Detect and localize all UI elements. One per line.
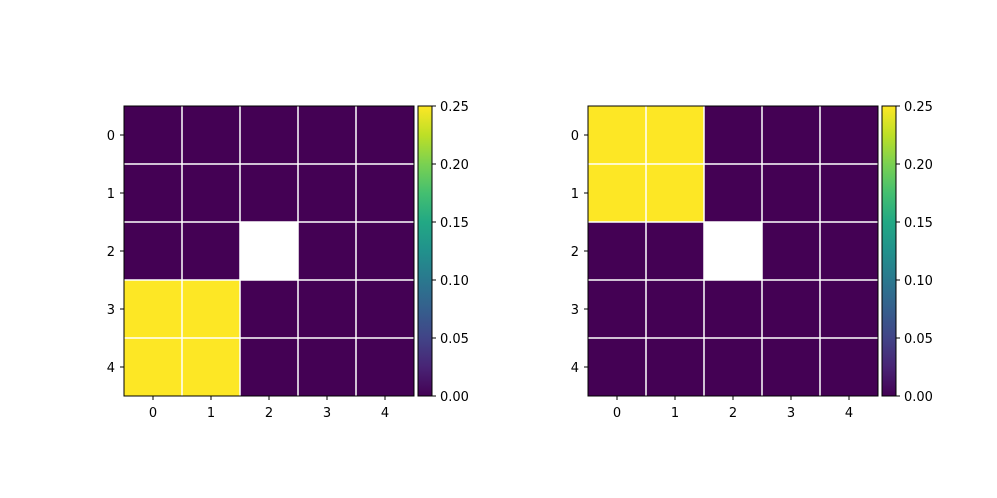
- x-tick-label: 4: [845, 406, 853, 421]
- heatmap-cell-r3-c4: [820, 280, 879, 339]
- heatmap-cell-r1-c3: [298, 164, 357, 223]
- heatmap-cell-r2-c3: [762, 222, 821, 281]
- heatmap-cell-r1-c2: [704, 164, 763, 223]
- y-tick-label: 4: [571, 361, 579, 376]
- heatmap-cell-r0-c4: [820, 106, 879, 165]
- y-tick-label: 2: [107, 245, 115, 260]
- y-tick-label: 1: [571, 187, 579, 202]
- heatmap-cell-r2-c4: [356, 222, 415, 281]
- x-tick-label: 3: [323, 406, 331, 421]
- heatmap-cell-r3-c3: [298, 280, 357, 339]
- colorbar-tick-label: 0.20: [904, 158, 933, 173]
- x-tick-label: 2: [729, 406, 737, 421]
- colorbar-tick-label: 0.25: [904, 100, 933, 115]
- heatmap-1: 0 1 2 3 4 0 1 2 3 4 0.00 0.05 0.10 0.15 0.20 0.25: [107, 100, 469, 421]
- heatmap-cell-r3-c4: [356, 280, 415, 339]
- heatmap-cell-r4-c3: [762, 338, 821, 397]
- heatmap-cell-r3-c0: [588, 280, 647, 339]
- heatmap-cell-r4-c4: [356, 338, 415, 397]
- colorbar: [881, 105, 897, 397]
- heatmap-cell-r4-c1: [646, 338, 705, 397]
- heatmap-cell-r1-c0: [588, 164, 647, 223]
- heatmap-cell-r4-c0: [588, 338, 647, 397]
- heatmap-cell-r1-c3: [762, 164, 821, 223]
- heatmap-cell-r0-c0: [588, 106, 647, 165]
- heatmap-cell-r0-c2: [240, 106, 299, 165]
- heatmap-cell-r2-c0: [124, 222, 183, 281]
- heatmap-cell-r2-c0: [588, 222, 647, 281]
- colorbar-tick-label: 0.05: [440, 332, 469, 347]
- heatmap-cell-r0-c0: [124, 106, 183, 165]
- y-tick-label: 3: [571, 303, 579, 318]
- heatmap-2: 0 1 2 3 4 0 1 2 3 4 0.00 0.05 0.10 0.15 0.20 0.25: [571, 100, 933, 421]
- colorbar-tick-label: 0.00: [904, 390, 933, 405]
- heatmap-cell-r1-c4: [820, 164, 879, 223]
- heatmap-cell-r4-c1: [182, 338, 241, 397]
- heatmap-cell-r4-c0: [124, 338, 183, 397]
- heatmap-cell-r0-c4: [356, 106, 415, 165]
- heatmap-cell-r2-c4: [820, 222, 879, 281]
- x-tick-label: 4: [381, 406, 389, 421]
- heatmap-cell-r2-c3: [298, 222, 357, 281]
- heatmap-cell-r2-c2: [704, 222, 763, 281]
- colorbar-tick-label: 0.10: [904, 274, 933, 289]
- heatmap-cell-r0-c2: [704, 106, 763, 165]
- x-tick-label: 1: [671, 406, 679, 421]
- heatmap-cell-r3-c3: [762, 280, 821, 339]
- heatmap-cell-r0-c3: [762, 106, 821, 165]
- heatmap-cell-r4-c3: [298, 338, 357, 397]
- y-tick-label: 2: [571, 245, 579, 260]
- colorbar-tick-label: 0.10: [440, 274, 469, 289]
- x-tick-label: 0: [613, 406, 621, 421]
- heatmap-cell-r4-c2: [704, 338, 763, 397]
- heatmap-cell-r0-c1: [182, 106, 241, 165]
- heatmap-cell-r1-c4: [356, 164, 415, 223]
- heatmap-cell-r2-c1: [182, 222, 241, 281]
- x-tick-label: 0: [149, 406, 157, 421]
- y-tick-label: 0: [571, 129, 579, 144]
- colorbar-tick-label: 0.15: [440, 216, 469, 231]
- heatmap-cell-r3-c1: [646, 280, 705, 339]
- x-tick-label: 1: [207, 406, 215, 421]
- heatmap-cell-r1-c1: [646, 164, 705, 223]
- heatmap-cell-r2-c1: [646, 222, 705, 281]
- heatmap-cell-r1-c1: [182, 164, 241, 223]
- heatmap-cell-r0-c1: [646, 106, 705, 165]
- y-tick-label: 3: [107, 303, 115, 318]
- colorbar-tick-label: 0.15: [904, 216, 933, 231]
- colorbar: [417, 105, 433, 397]
- y-tick-label: 4: [107, 361, 115, 376]
- heatmap-cell-r0-c3: [298, 106, 357, 165]
- colorbar-tick-label: 0.20: [440, 158, 469, 173]
- heatmap-cell-r2-c2: [240, 222, 299, 281]
- heatmap-cell-r4-c2: [240, 338, 299, 397]
- x-tick-label: 3: [787, 406, 795, 421]
- heatmap-cell-r3-c1: [182, 280, 241, 339]
- heatmap-cell-r4-c4: [820, 338, 879, 397]
- x-tick-label: 2: [265, 406, 273, 421]
- heatmap-cell-r1-c0: [124, 164, 183, 223]
- colorbar-tick-label: 0.05: [904, 332, 933, 347]
- heatmap-cell-r3-c2: [704, 280, 763, 339]
- colorbar-tick-label: 0.00: [440, 390, 469, 405]
- y-tick-label: 1: [107, 187, 115, 202]
- heatmap-cell-r3-c2: [240, 280, 299, 339]
- colorbar-tick-label: 0.25: [440, 100, 469, 115]
- y-tick-label: 0: [107, 129, 115, 144]
- heatmap-cell-r3-c0: [124, 280, 183, 339]
- heatmap-cell-r1-c2: [240, 164, 299, 223]
